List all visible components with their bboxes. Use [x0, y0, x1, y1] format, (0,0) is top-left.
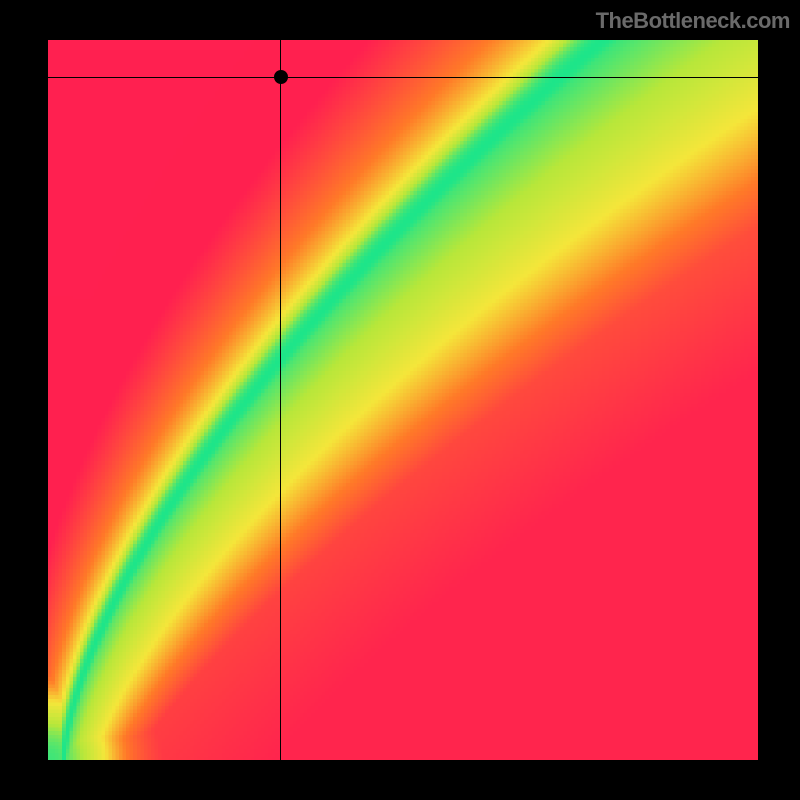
heatmap-canvas: [48, 40, 758, 760]
crosshair-horizontal: [48, 77, 758, 78]
chart-container: TheBottleneck.com: [0, 0, 800, 800]
crosshair-vertical: [280, 40, 281, 760]
watermark-text: TheBottleneck.com: [596, 8, 790, 34]
crosshair-marker-dot: [274, 70, 288, 84]
